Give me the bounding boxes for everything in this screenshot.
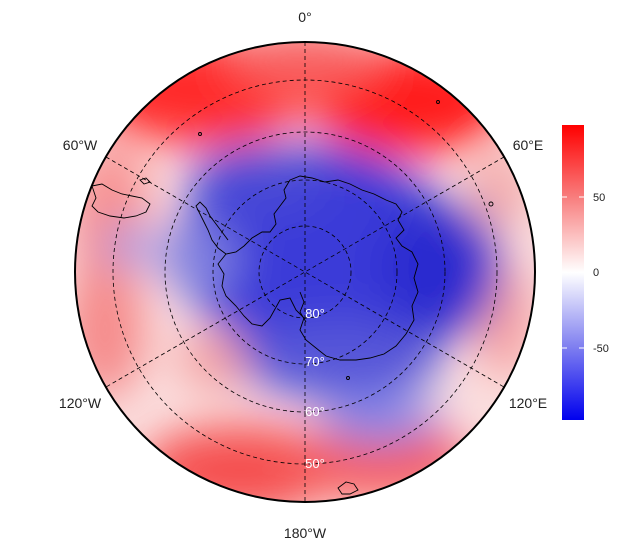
island-heard [436, 100, 440, 104]
longitude-labels: 0° 60°W 60°E 120°W 120°E 180°W [59, 9, 547, 541]
colorbar: 50 0 -50 [562, 125, 609, 420]
anomaly-field [75, 42, 535, 502]
antarctica-coastline [217, 175, 419, 361]
lon-label-lower-left: 120°W [59, 395, 102, 411]
island-kerguelen [488, 201, 494, 207]
latitude-labels: 80° 70° 60° 50° [305, 306, 325, 471]
latitude-circle-60 [164, 131, 446, 413]
island-south-georgia [198, 132, 202, 136]
colorbar-gradient [562, 125, 584, 420]
colorbar-tick-label-neg50: -50 [593, 343, 609, 355]
lon-label-upper-left: 60°W [63, 137, 98, 153]
ross-ice-shelf-edge [299, 291, 307, 323]
south-america-coastline [91, 183, 151, 219]
lat-label-50: 50° [305, 456, 325, 471]
map-boundary [74, 41, 536, 503]
colorbar-tick-label-50: 50 [593, 192, 605, 204]
lon-label-upper-right: 60°E [513, 137, 544, 153]
lat-label-80: 80° [305, 306, 325, 321]
colorbar-tick-label-0: 0 [593, 267, 599, 279]
new-zealand-coastline [337, 481, 359, 495]
coastlines [91, 100, 494, 495]
island-macquarie [346, 376, 350, 380]
lon-label-lower-right: 120°E [509, 395, 547, 411]
graticule [105, 42, 505, 502]
lat-label-60: 60° [305, 404, 325, 419]
lon-label-top: 0° [298, 9, 311, 25]
antarctic-peninsula-coastline [195, 201, 229, 255]
lon-label-bottom: 180°W [284, 525, 327, 541]
lat-label-70: 70° [305, 354, 325, 369]
latitude-circle-70 [212, 179, 398, 365]
